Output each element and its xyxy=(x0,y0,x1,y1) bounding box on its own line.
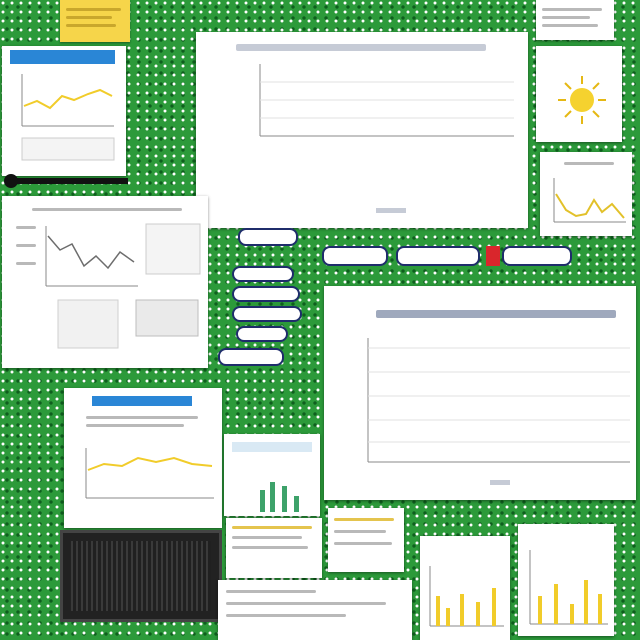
yellow-bar-chart xyxy=(236,44,514,213)
card-bars-green xyxy=(224,434,320,516)
mini-line-chart-left xyxy=(45,223,201,349)
card-yellow-bars-1 xyxy=(420,536,510,640)
chip-1 xyxy=(238,228,298,246)
paper-logo xyxy=(536,46,622,142)
chip-5 xyxy=(236,326,288,342)
document-card-top-left xyxy=(2,46,126,176)
chip-3 xyxy=(232,286,300,302)
yellow-bar-chart-card xyxy=(196,32,528,228)
blue-bar-chart xyxy=(367,310,630,485)
speaker-icon xyxy=(60,530,222,622)
chip-7 xyxy=(322,246,388,266)
document-card-bottom-left xyxy=(64,388,222,528)
mini-yellow-bars-1 xyxy=(429,566,504,627)
paper-mini-chart-right xyxy=(540,152,632,236)
card-paper-mid-2 xyxy=(328,508,404,572)
rail-knob xyxy=(4,174,18,188)
card-paper-bottom xyxy=(218,580,412,640)
mini-green-bars xyxy=(232,442,312,512)
mini-line-chart-right xyxy=(553,178,626,223)
chip-6 xyxy=(218,348,284,366)
card-paper-mid xyxy=(226,518,322,578)
card-yellow-bars-2 xyxy=(518,524,614,636)
chip-9 xyxy=(502,246,572,266)
document-card-left xyxy=(2,196,208,368)
blue-bar-chart-card xyxy=(324,286,636,500)
mini-yellow-bars-2 xyxy=(529,550,608,625)
chip-2 xyxy=(232,266,294,282)
sticky-note xyxy=(60,0,130,42)
chip-8 xyxy=(396,246,480,266)
mini-line-chart xyxy=(21,74,115,161)
paper-top-right xyxy=(536,0,614,40)
chip-red xyxy=(486,246,500,266)
card-rail xyxy=(8,178,128,184)
chip-4 xyxy=(232,306,302,322)
mini-line-chart-bottom xyxy=(85,448,214,499)
sun-icon xyxy=(558,76,606,124)
